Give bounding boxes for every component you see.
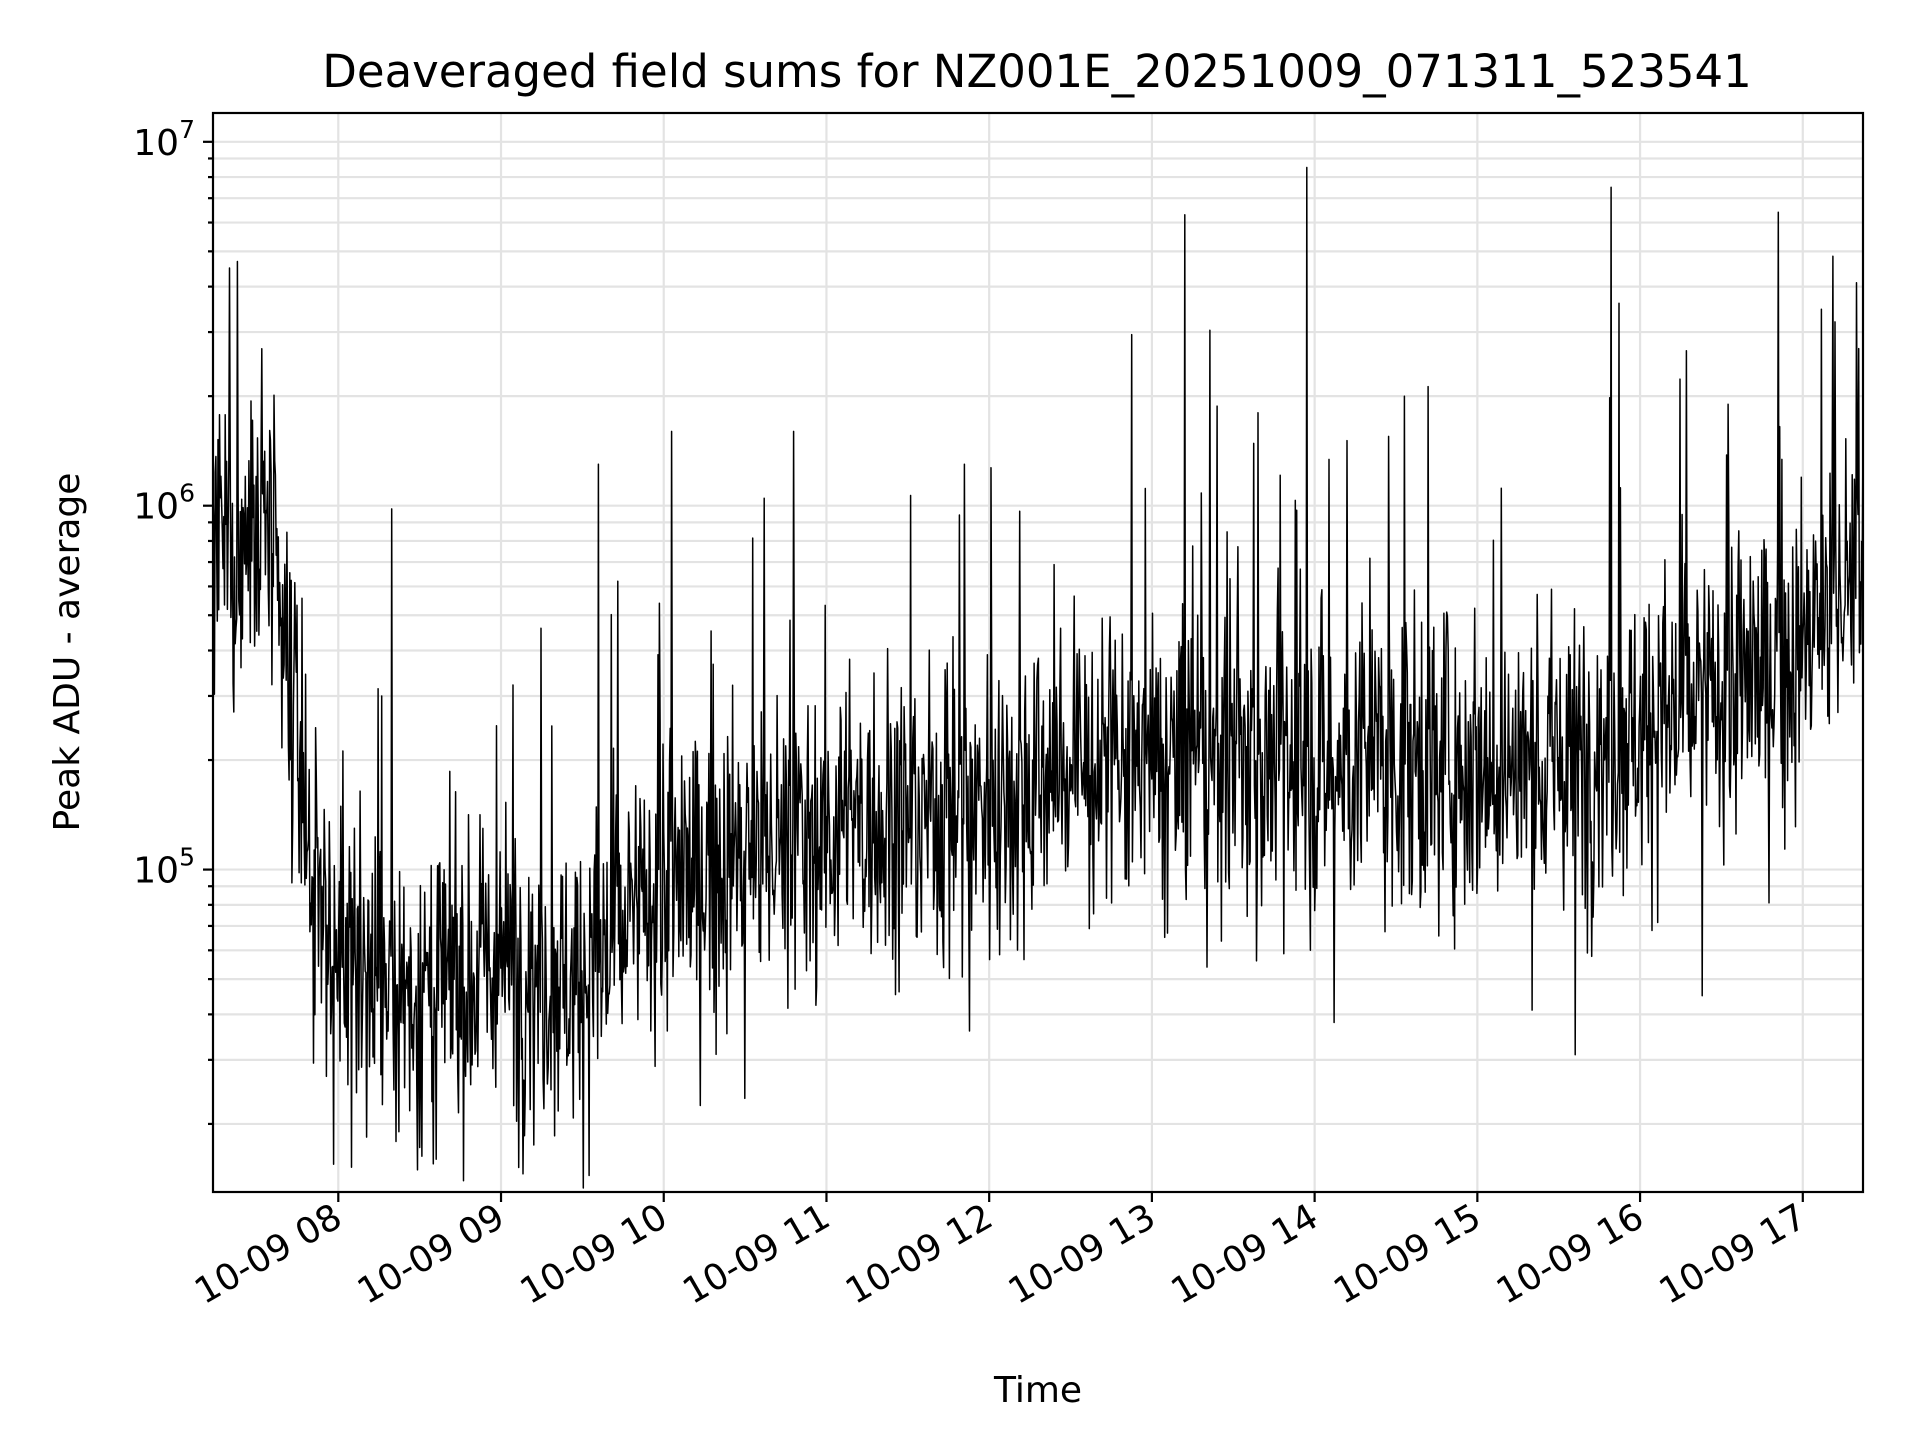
y-tick-label: 107	[133, 115, 195, 164]
plot-area	[213, 166, 1863, 1189]
plot-frame	[211, 111, 1865, 1194]
series-line	[213, 166, 1863, 1189]
y-axis-ticks: 105 106 107	[133, 115, 213, 1126]
y-axis-label: Peak ADU - average	[47, 473, 88, 832]
y-tick-label: 105	[133, 843, 195, 892]
y-tick-label: 106	[133, 479, 195, 528]
x-axis-label: Time	[993, 1370, 1082, 1411]
chart-title: Deaveraged field sums for NZ001E_2025100…	[322, 45, 1751, 98]
